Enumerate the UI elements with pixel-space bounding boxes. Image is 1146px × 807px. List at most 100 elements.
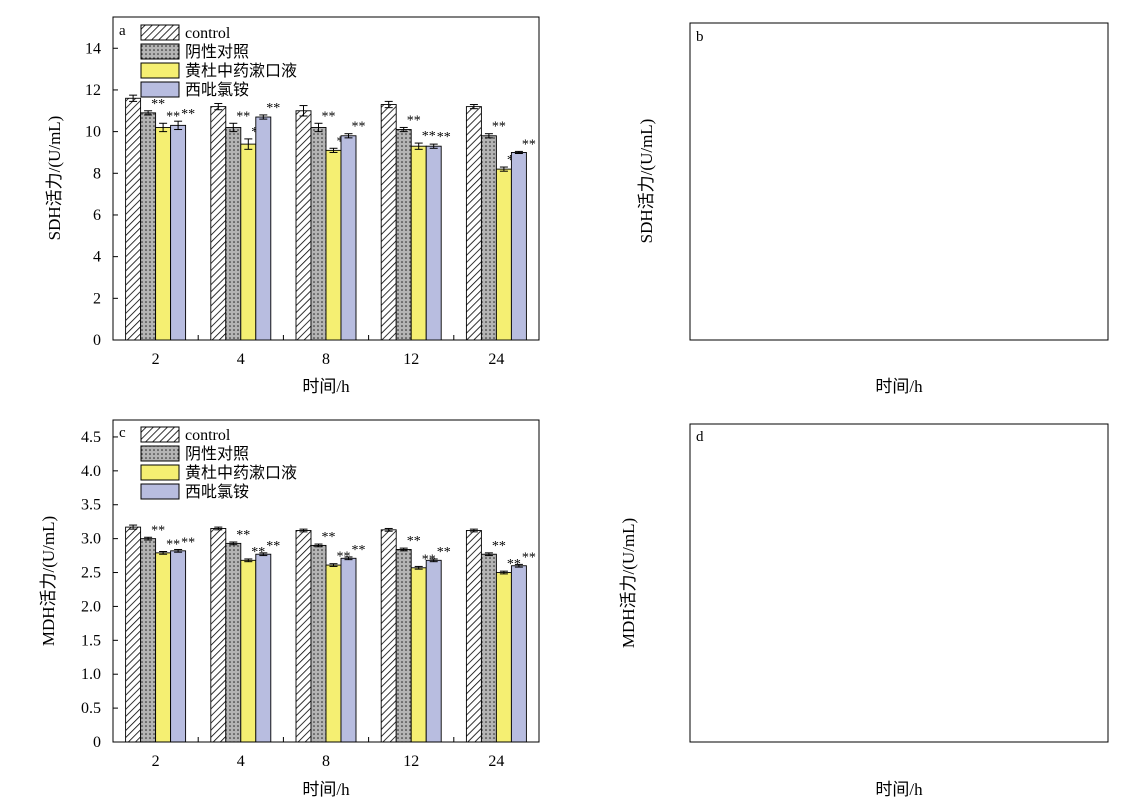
y-tick-labels: 0 2 4 6 8 10 12 14: [85, 40, 118, 349]
significance-mark: **: [492, 120, 506, 135]
legend-entry: 黄杜中药漱口液: [185, 464, 297, 482]
panel-label: b: [696, 29, 704, 45]
x-axis-label: 时间/h: [875, 780, 923, 799]
legend-entry: control: [185, 427, 231, 444]
x-axis-label: 时间/h: [302, 780, 350, 799]
bar: [225, 542, 242, 743]
legend-swatch: [140, 483, 180, 500]
legend-swatch: [140, 81, 180, 98]
bar: [155, 126, 172, 341]
bar: [255, 553, 272, 743]
significance-mark: **: [181, 535, 195, 550]
x-tick-label: 12: [403, 753, 419, 770]
significance-mark: **: [322, 109, 336, 124]
legend-entry: 黄杜中药漱口液: [185, 62, 297, 80]
legend-swatch: [140, 43, 180, 60]
y-tick-label: 3.5: [81, 497, 101, 514]
legend-swatch: [140, 24, 180, 41]
significance-mark: **: [352, 543, 366, 558]
significance-mark: **: [322, 530, 336, 545]
x-axis-label: 时间/h: [875, 377, 923, 396]
x-tick-labels: 2 4 8 12 24: [152, 737, 504, 770]
bar: [410, 145, 427, 341]
significance-mark: **: [437, 130, 451, 145]
significance-mark: **: [166, 109, 180, 124]
x-tick-label: 24: [488, 351, 504, 368]
y-axis-label: SDH活力/(U/mL): [637, 119, 656, 244]
y-tick-label: 4: [93, 249, 101, 266]
bar: [310, 544, 327, 743]
bar: [295, 530, 312, 743]
legend-swatch: [140, 426, 180, 443]
bar: [210, 106, 227, 341]
y-tick-label: 1.5: [81, 632, 101, 649]
x-axis-label: 时间/h: [302, 377, 350, 396]
plot-frame: [689, 22, 1109, 341]
bar: [170, 124, 187, 341]
bar: [380, 529, 397, 743]
y-tick-label: 0: [93, 332, 101, 349]
bar: [340, 135, 357, 341]
significance-mark: **: [151, 523, 165, 538]
x-tick-label: 12: [403, 351, 419, 368]
bar: [140, 538, 157, 743]
x-tick-labels: 2 4 8 12 24: [152, 335, 504, 368]
x-tick-label: 8: [322, 753, 330, 770]
significance-mark: **: [422, 129, 436, 144]
legend-entry: 西吡氯铵: [185, 483, 249, 501]
significance-mark: **: [407, 113, 421, 128]
x-tick-label: 24: [488, 753, 504, 770]
bar: [170, 550, 187, 743]
legend-entry: 西吡氯铵: [185, 81, 249, 99]
bar: [465, 530, 482, 743]
bar: [240, 143, 257, 341]
y-tick-label: 12: [85, 82, 101, 99]
bar: [225, 126, 242, 341]
bar: [510, 565, 527, 743]
y-tick-label: 0.5: [81, 700, 101, 717]
bar: [480, 553, 497, 743]
bar: [325, 149, 342, 341]
bar-group: ******************************: [125, 94, 536, 341]
x-tick-label: 4: [237, 351, 245, 368]
plot-frame: [112, 419, 540, 743]
y-tick-labels: 0 0.5 1.0 1.5 2.0 2.5 3.0 3.5 4.0 4.5: [81, 429, 118, 751]
bar: [380, 104, 397, 341]
bar: [495, 168, 512, 341]
bar: [410, 567, 427, 743]
bar: [125, 97, 142, 341]
y-tick-label: 4.0: [81, 463, 101, 480]
y-tick-label: 2: [93, 290, 101, 307]
significance-mark: **: [166, 538, 180, 553]
bar: [210, 528, 227, 743]
legend-swatch: [140, 445, 180, 462]
bar: [395, 129, 412, 341]
y-tick-label: 2.0: [81, 598, 101, 615]
legend-entry: 阴性对照: [185, 43, 249, 61]
bar: [310, 126, 327, 341]
y-tick-label: 1.0: [81, 666, 101, 683]
bar: [140, 112, 157, 341]
x-tick-label: 2: [152, 351, 160, 368]
bar: [465, 106, 482, 341]
bar: [495, 572, 512, 743]
bar: [395, 549, 412, 743]
legend-entry: control: [185, 25, 231, 42]
bar: [480, 135, 497, 341]
significance-mark: **: [151, 97, 165, 112]
bar: [155, 552, 172, 743]
panel-label: d: [696, 429, 704, 445]
significance-mark: **: [181, 107, 195, 122]
y-axis-label: SDH活力/(U/mL): [45, 116, 64, 241]
bar: [295, 110, 312, 341]
significance-mark: **: [236, 109, 250, 124]
plot-frame: [689, 423, 1109, 743]
significance-mark: **: [407, 534, 421, 549]
legend-swatch: [140, 464, 180, 481]
y-tick-label: 2.5: [81, 565, 101, 582]
x-tick-label: 2: [152, 753, 160, 770]
panel-d: d 时间/h MDH活力/(U/mL): [619, 423, 1109, 799]
significance-mark: **: [522, 137, 536, 152]
